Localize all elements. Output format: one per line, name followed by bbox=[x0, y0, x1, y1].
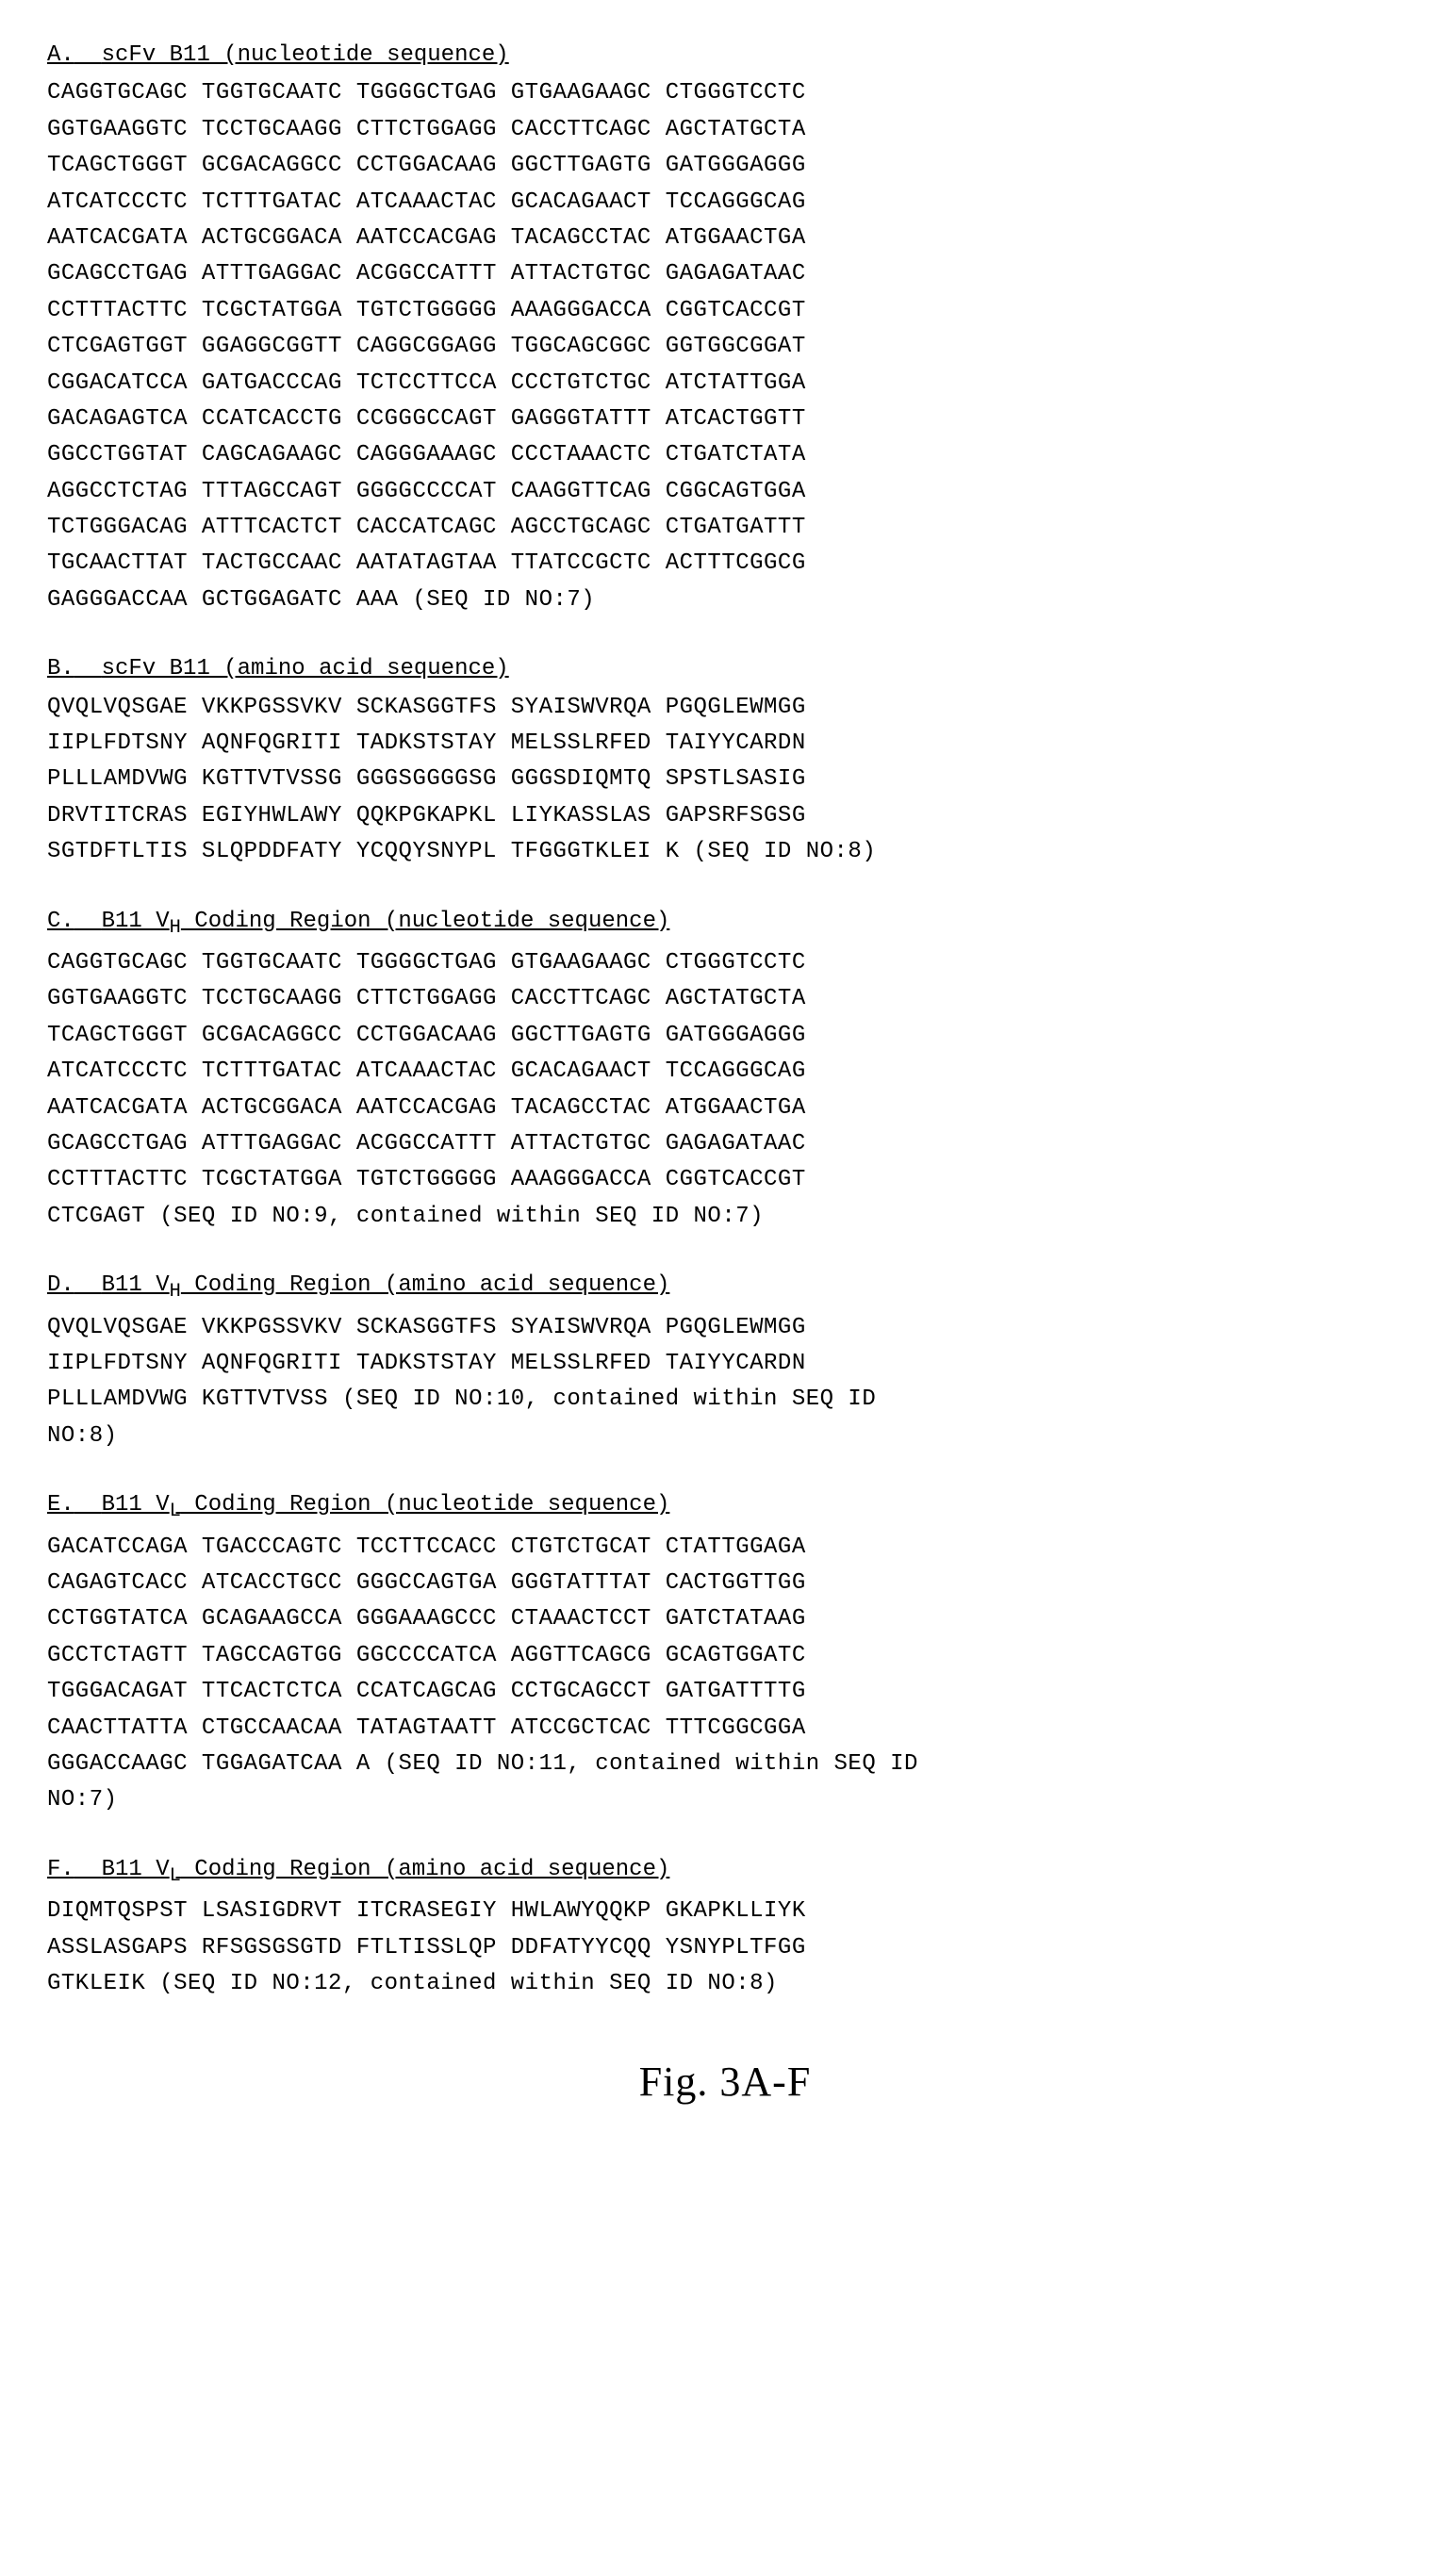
section-e-title-sub: L bbox=[170, 1501, 181, 1522]
section-e-header: E. B11 VL Coding Region (nucleotide sequ… bbox=[47, 1487, 1403, 1527]
section-f: F. B11 VL Coding Region (amino acid sequ… bbox=[47, 1852, 1403, 2003]
section-c-header: C. B11 VH Coding Region (nucleotide sequ… bbox=[47, 904, 1403, 943]
section-f-title-sub: L bbox=[170, 1865, 181, 1887]
section-d-label: D. bbox=[47, 1272, 74, 1298]
section-e-title-suffix: Coding Region (nucleotide sequence) bbox=[181, 1492, 669, 1518]
section-d-title-prefix: B11 V bbox=[102, 1272, 170, 1298]
section-e-title-prefix: B11 V bbox=[102, 1492, 170, 1518]
section-f-label: F. bbox=[47, 1857, 74, 1882]
section-a-sequence: CAGGTGCAGC TGGTGCAATC TGGGGCTGAG GTGAAGA… bbox=[47, 75, 1403, 618]
section-b-label: B. bbox=[47, 656, 74, 681]
figure-caption: Fig. 3A-F bbox=[47, 2049, 1403, 2115]
section-b-header: B. scFv B11 (amino acid sequence) bbox=[47, 651, 1403, 687]
section-a-header: A. scFv B11 (nucleotide sequence) bbox=[47, 38, 1403, 74]
section-b: B. scFv B11 (amino acid sequence) QVQLVQ… bbox=[47, 651, 1403, 870]
section-f-header: F. B11 VL Coding Region (amino acid sequ… bbox=[47, 1852, 1403, 1892]
section-c-label: C. bbox=[47, 909, 74, 934]
section-a-label: A. bbox=[47, 42, 74, 68]
section-a: A. scFv B11 (nucleotide sequence) CAGGTG… bbox=[47, 38, 1403, 618]
section-f-title-prefix: B11 V bbox=[102, 1857, 170, 1882]
section-c-title-prefix: B11 V bbox=[102, 909, 170, 934]
section-f-sequence: DIQMTQSPST LSASIGDRVT ITCRASEGIY HWLAWYQ… bbox=[47, 1894, 1403, 2002]
section-c-title-sub: H bbox=[170, 916, 181, 938]
section-d-sequence: QVQLVQSGAE VKKPGSSVKV SCKASGGTFS SYAISWV… bbox=[47, 1310, 1403, 1455]
section-b-title: scFv B11 (amino acid sequence) bbox=[102, 656, 509, 681]
section-c: C. B11 VH Coding Region (nucleotide sequ… bbox=[47, 904, 1403, 1236]
section-e: E. B11 VL Coding Region (nucleotide sequ… bbox=[47, 1487, 1403, 1819]
section-d-title-suffix: Coding Region (amino acid sequence) bbox=[181, 1272, 669, 1298]
section-c-title-suffix: Coding Region (nucleotide sequence) bbox=[181, 909, 669, 934]
section-e-label: E. bbox=[47, 1492, 74, 1518]
section-d-title-sub: H bbox=[170, 1281, 181, 1303]
section-c-sequence: CAGGTGCAGC TGGTGCAATC TGGGGCTGAG GTGAAGA… bbox=[47, 945, 1403, 1235]
section-b-sequence: QVQLVQSGAE VKKPGSSVKV SCKASGGTFS SYAISWV… bbox=[47, 690, 1403, 871]
section-d-header: D. B11 VH Coding Region (amino acid sequ… bbox=[47, 1268, 1403, 1307]
section-d: D. B11 VH Coding Region (amino acid sequ… bbox=[47, 1268, 1403, 1454]
section-a-title: scFv B11 (nucleotide sequence) bbox=[102, 42, 509, 68]
section-e-sequence: GACATCCAGA TGACCCAGTC TCCTTCCACC CTGTCTG… bbox=[47, 1530, 1403, 1819]
section-f-title-suffix: Coding Region (amino acid sequence) bbox=[181, 1857, 669, 1882]
